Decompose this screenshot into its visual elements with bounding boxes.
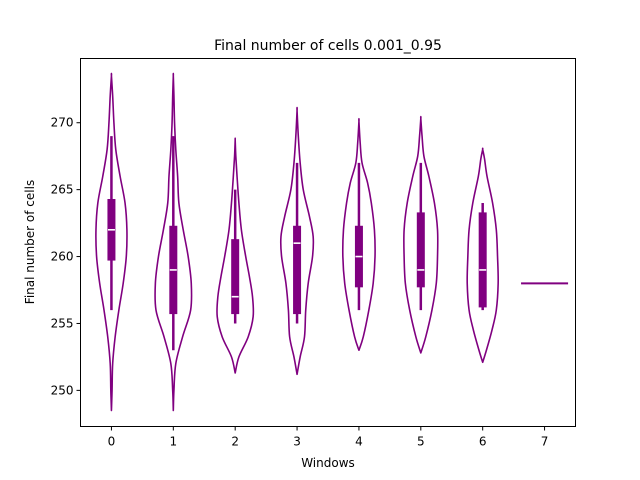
violin-iqr-box (231, 239, 240, 315)
x-tick-label: 1 (169, 435, 177, 449)
y-tick-label: 250 (51, 383, 74, 397)
violin-body (466, 147, 500, 364)
x-axis-label: Windows (301, 456, 355, 470)
y-tick-label: 265 (51, 183, 74, 197)
chart-title: Final number of cells 0.001_0.95 (214, 38, 442, 54)
x-tick-label: 7 (541, 435, 549, 449)
y-tick-label: 270 (51, 116, 74, 130)
violin-window-3 (279, 106, 315, 376)
violin-iqr-box (293, 225, 302, 315)
y-tick-label: 260 (51, 250, 74, 264)
violin-window-6 (466, 147, 500, 364)
violin-body (95, 72, 128, 412)
x-axis-ticks: 0 1 2 3 4 5 6 7 (108, 426, 549, 449)
violin-window-1 (154, 72, 193, 412)
violin-body (216, 137, 255, 374)
violin-iqr-box (416, 212, 425, 288)
violin-body (279, 106, 315, 376)
plot-area-frame (80, 58, 576, 427)
x-tick-label: 6 (479, 435, 487, 449)
x-tick-label: 0 (108, 435, 116, 449)
violin-window-4 (341, 117, 376, 352)
violin-window-2 (216, 137, 255, 374)
y-tick-label: 255 (51, 316, 74, 330)
violin-body (154, 72, 193, 412)
violin-iqr-box (478, 212, 487, 308)
violin-window-0 (95, 72, 128, 412)
violin-layer (95, 72, 569, 412)
y-axis-ticks: 250 255 260 265 270 (51, 116, 81, 397)
violin-body (341, 117, 376, 352)
violin-body (403, 115, 439, 354)
x-tick-label: 3 (293, 435, 301, 449)
x-tick-label: 2 (231, 435, 239, 449)
violin-window-5 (403, 115, 439, 354)
y-axis-label: Final number of cells (23, 180, 37, 304)
x-tick-label: 4 (355, 435, 363, 449)
x-tick-label: 5 (417, 435, 425, 449)
